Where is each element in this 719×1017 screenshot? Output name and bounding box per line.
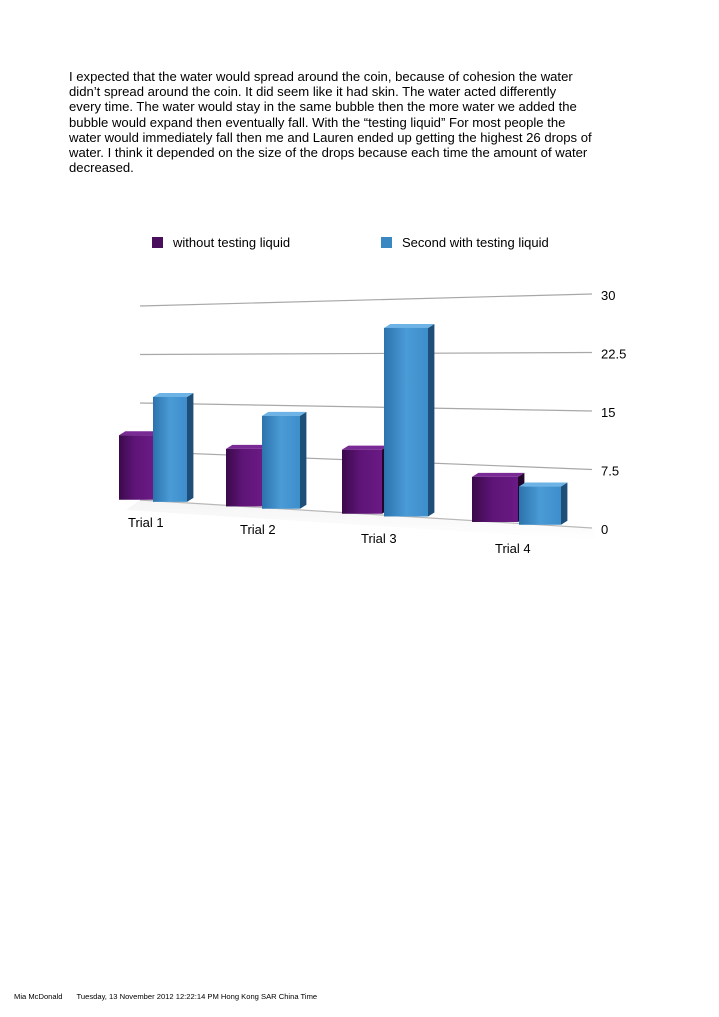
bars <box>119 323 568 525</box>
legend: without testing liquid Second with testin… <box>152 235 549 250</box>
bar-top <box>153 392 194 397</box>
paragraph-line: decreased. <box>69 160 134 176</box>
y-axis-ticks: 30 22.5 15 7.5 0 <box>601 288 626 537</box>
bar <box>342 449 382 514</box>
legend-label: without testing liquid <box>172 235 290 250</box>
bar-top <box>342 445 389 450</box>
y-tick-label: 7.5 <box>601 464 619 479</box>
bar <box>119 435 153 500</box>
bar-side <box>561 482 568 525</box>
bar-top <box>226 444 269 449</box>
bar <box>519 486 561 525</box>
bar <box>472 476 518 522</box>
legend-label: Second with testing liquid <box>402 235 549 250</box>
gridline <box>139 402 593 412</box>
paragraph-line: water. I think it depended on the size o… <box>69 145 588 161</box>
bar-side <box>428 323 435 517</box>
bar-top <box>472 472 525 477</box>
legend-swatch <box>381 237 392 248</box>
bar-top <box>262 411 307 416</box>
bar <box>153 396 187 502</box>
gridline <box>139 351 593 356</box>
paragraph-line: water would immediately fall then me and… <box>69 129 592 145</box>
category-label: Trial 3 <box>361 531 397 546</box>
bar-top <box>384 323 435 328</box>
paragraph-line: didn’t spread around the coin. It did se… <box>69 84 557 100</box>
bar <box>226 448 262 507</box>
bar-top <box>119 431 160 436</box>
y-tick-label: 0 <box>601 522 608 537</box>
gridline <box>139 293 593 307</box>
y-tick-label: 22.5 <box>601 347 626 362</box>
bar-side <box>300 411 307 509</box>
category-labels: Trial 1 Trial 2 Trial 3 Trial 4 <box>128 515 531 556</box>
chart-floor <box>126 500 598 540</box>
y-tick-label: 15 <box>601 405 615 420</box>
bar <box>384 327 428 517</box>
body-paragraph: I expected that the water would spread a… <box>69 69 659 175</box>
category-label: Trial 1 <box>128 515 164 530</box>
paragraph-line: I expected that the water would spread a… <box>69 69 573 84</box>
bar-chart: without testing liquid Second with testin… <box>119 235 626 556</box>
category-label: Trial 4 <box>495 541 531 556</box>
paragraph-line: every time. The water would stay in the … <box>69 99 577 115</box>
paragraph-line: bubble would expand then eventually fall… <box>69 114 566 130</box>
gridline <box>139 499 593 529</box>
bar-side <box>187 392 194 502</box>
bar <box>262 415 300 509</box>
gridlines <box>126 293 598 540</box>
footer-timestamp: Tuesday, 13 November 2012 12:22:14 PM Ho… <box>76 992 318 1001</box>
bar-top <box>519 482 568 487</box>
footer-author: Mia McDonald <box>14 992 63 1001</box>
category-label: Trial 2 <box>240 522 276 537</box>
page-footer: Mia McDonald Tuesday, 13 November 2012 1… <box>14 992 317 1001</box>
legend-swatch <box>152 237 163 248</box>
y-tick-label: 30 <box>601 288 615 303</box>
